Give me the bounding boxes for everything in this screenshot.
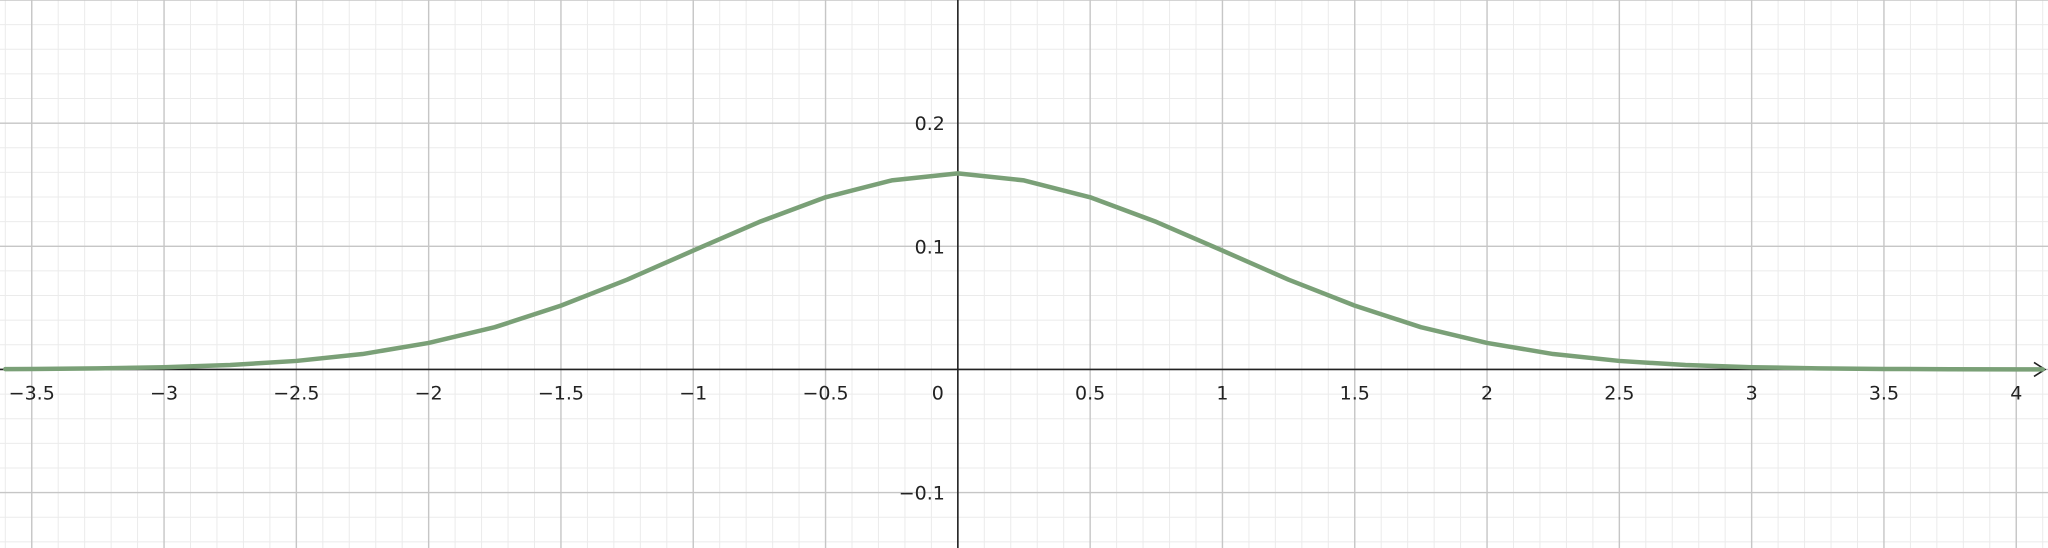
y-tick-label-0p2: 0.2 bbox=[915, 113, 945, 135]
x-tick-label-neg2: −2 bbox=[415, 382, 443, 404]
x-tick-label-2p5: 2.5 bbox=[1604, 382, 1634, 404]
series-line-0[interactable] bbox=[3, 171, 2045, 372]
x-tick-label-neg0p5: −0.5 bbox=[802, 382, 848, 404]
x-tick-label-neg1p5: −1.5 bbox=[538, 382, 584, 404]
x-tick-label-neg2p5: −2.5 bbox=[273, 382, 319, 404]
x-tick-label-neg1: −1 bbox=[679, 382, 707, 404]
x-axis-arrow-icon bbox=[2033, 361, 2047, 378]
series-group bbox=[3, 171, 2045, 372]
x-tick-label-1p5: 1.5 bbox=[1340, 382, 1370, 404]
x-tick-label-0: 0 bbox=[932, 382, 944, 404]
x-tick-label-2: 2 bbox=[1481, 382, 1493, 404]
x-tick-label-1: 1 bbox=[1216, 382, 1228, 404]
y-tick-label-0p1: 0.1 bbox=[915, 236, 945, 258]
x-tick-label-0p5: 0.5 bbox=[1075, 382, 1105, 404]
x-tick-label-3: 3 bbox=[1746, 382, 1758, 404]
tick-labels: −3.5 −3 −2.5 −2 −1.5 −1 −0.5 0 0.5 1 1.5 2 2.5 3 3.5 4 −… bbox=[9, 113, 2023, 504]
y-tick-label-neg0p1: −0.1 bbox=[899, 483, 945, 505]
x-tick-label-4: 4 bbox=[2010, 382, 2022, 404]
x-tick-label-3p5: 3.5 bbox=[1869, 382, 1899, 404]
x-tick-label-neg3: −3 bbox=[150, 382, 178, 404]
x-tick-label-neg3p5: −3.5 bbox=[9, 382, 55, 404]
